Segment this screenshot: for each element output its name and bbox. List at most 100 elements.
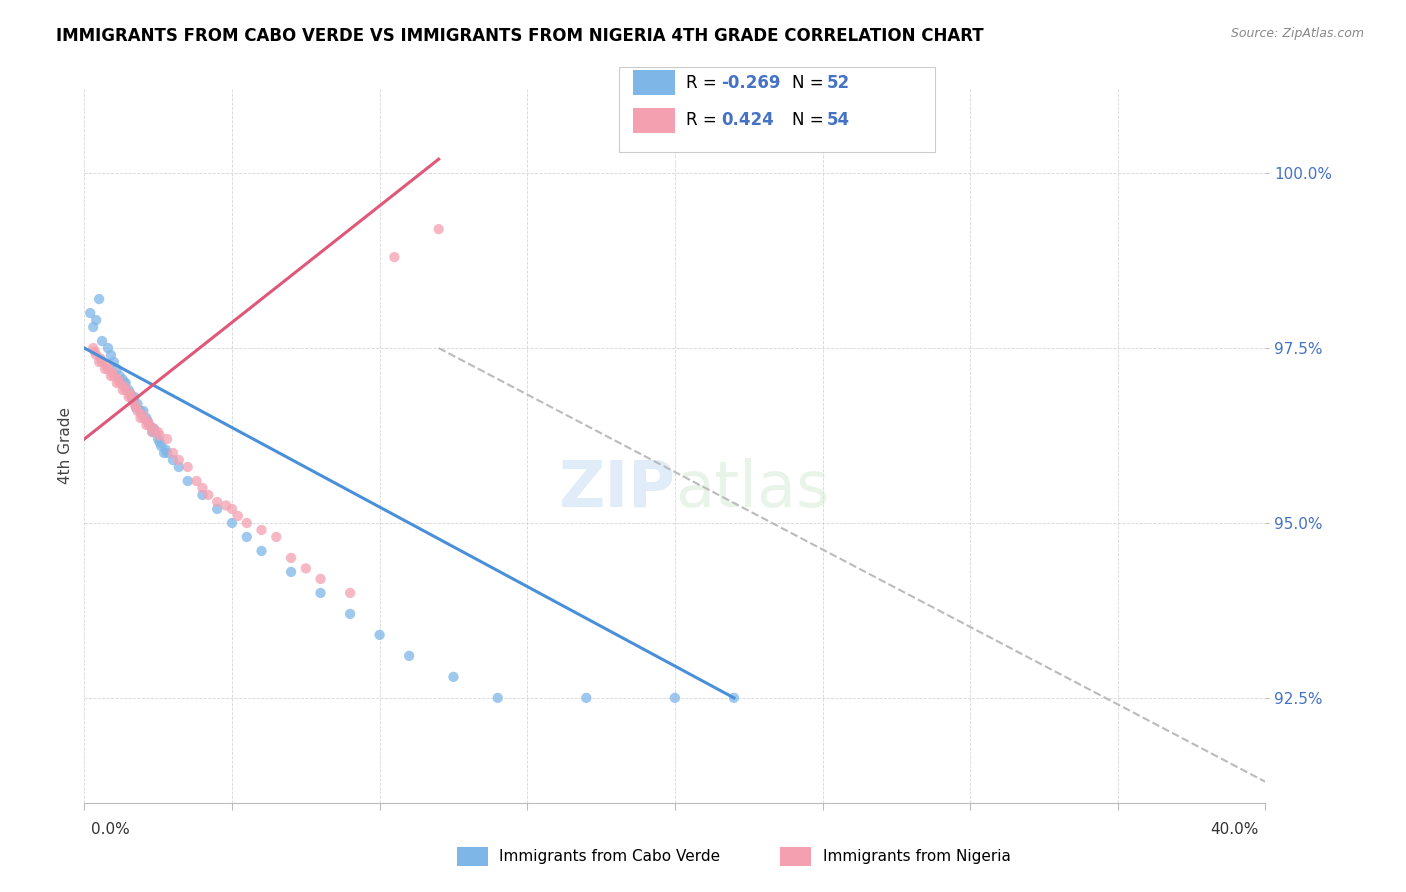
Point	[120, 386, 142, 401]
Point	[129, 411, 152, 425]
Point	[87, 292, 111, 306]
Point	[103, 369, 125, 384]
Point	[125, 401, 148, 415]
Point	[79, 306, 101, 320]
Point	[186, 474, 208, 488]
Point	[149, 428, 172, 442]
Point	[122, 393, 145, 408]
Point	[118, 383, 141, 397]
Point	[141, 425, 163, 439]
Point	[97, 362, 120, 376]
Text: 54: 54	[827, 112, 849, 129]
Point	[280, 550, 302, 565]
Point	[141, 425, 163, 439]
Point	[136, 415, 159, 429]
Point	[156, 446, 179, 460]
Point	[132, 404, 155, 418]
Y-axis label: 4th Grade: 4th Grade	[58, 408, 73, 484]
Point	[120, 386, 142, 401]
Point	[105, 376, 128, 390]
Point	[162, 446, 184, 460]
Text: ZIP: ZIP	[558, 458, 675, 520]
Point	[664, 690, 686, 705]
Text: N =: N =	[792, 74, 828, 92]
Point	[215, 499, 238, 513]
Text: 52: 52	[827, 74, 849, 92]
Point	[82, 320, 104, 334]
Point	[153, 446, 176, 460]
Point	[124, 397, 146, 411]
Text: atlas: atlas	[675, 458, 830, 520]
Point	[91, 355, 114, 369]
Point	[82, 341, 104, 355]
Text: N =: N =	[792, 112, 828, 129]
Text: 0.424: 0.424	[721, 112, 775, 129]
Point	[135, 411, 157, 425]
Point	[111, 372, 134, 386]
Point	[150, 439, 173, 453]
Point	[94, 362, 117, 376]
Point	[226, 508, 249, 523]
Point	[156, 432, 179, 446]
Point	[129, 404, 152, 418]
Point	[236, 516, 259, 530]
Point	[100, 369, 122, 384]
Text: 0.0%: 0.0%	[91, 822, 131, 837]
Point	[723, 690, 745, 705]
Point	[84, 313, 107, 327]
Point	[207, 502, 229, 516]
Point	[266, 530, 288, 544]
Point	[112, 376, 135, 390]
Point	[339, 607, 361, 621]
Point	[191, 481, 214, 495]
Point	[105, 362, 128, 376]
Text: R =: R =	[686, 74, 723, 92]
Point	[309, 572, 332, 586]
Point	[100, 348, 122, 362]
Point	[124, 390, 146, 404]
Point	[250, 523, 273, 537]
Point	[103, 355, 125, 369]
Point	[398, 648, 420, 663]
Text: R =: R =	[686, 112, 723, 129]
Point	[138, 417, 160, 432]
Point	[236, 530, 259, 544]
Point	[149, 435, 172, 450]
Point	[368, 628, 391, 642]
Point	[131, 408, 153, 422]
Point	[177, 460, 200, 475]
Text: Source: ZipAtlas.com: Source: ZipAtlas.com	[1230, 27, 1364, 40]
Point	[107, 372, 129, 386]
Point	[83, 344, 105, 359]
Text: IMMIGRANTS FROM CABO VERDE VS IMMIGRANTS FROM NIGERIA 4TH GRADE CORRELATION CHAR: IMMIGRANTS FROM CABO VERDE VS IMMIGRANTS…	[56, 27, 984, 45]
Point	[111, 383, 134, 397]
Point	[427, 222, 450, 236]
Text: Immigrants from Cabo Verde: Immigrants from Cabo Verde	[499, 849, 720, 863]
Point	[148, 432, 170, 446]
Point	[96, 359, 118, 373]
Point	[143, 425, 166, 439]
Point	[136, 415, 159, 429]
Point	[114, 376, 136, 390]
Point	[384, 250, 406, 264]
Point	[309, 586, 332, 600]
Point	[118, 390, 141, 404]
Point	[132, 411, 155, 425]
Point	[155, 442, 177, 457]
Point	[280, 565, 302, 579]
Point	[142, 421, 165, 435]
Point	[142, 421, 165, 435]
Point	[167, 453, 190, 467]
Point	[207, 495, 229, 509]
Point	[91, 334, 114, 348]
Point	[148, 425, 170, 439]
Point	[87, 355, 111, 369]
Point	[575, 690, 598, 705]
Point	[250, 544, 273, 558]
Point	[121, 390, 143, 404]
Point	[125, 401, 148, 415]
Text: -0.269: -0.269	[721, 74, 780, 92]
Point	[197, 488, 219, 502]
Point	[90, 351, 112, 366]
Point	[108, 376, 131, 390]
